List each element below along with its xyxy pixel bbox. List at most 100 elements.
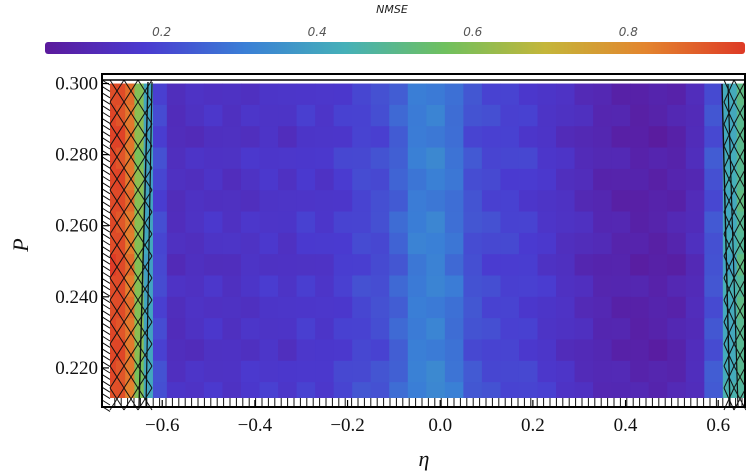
heatmap-cell [630,296,650,319]
hatch-line [109,299,125,323]
heatmap-cell [685,339,705,362]
heatmap-cell [518,360,539,383]
heatmap-cell [143,147,154,170]
heatmap-cell [481,190,502,213]
heatmap-cell [315,360,335,383]
hatch-line [101,92,111,99]
heatmap-cell [370,275,390,298]
heatmap-cell [134,254,145,277]
heatmap-cell [518,211,539,234]
heatmap-cell [296,104,316,127]
hatch-line [101,156,111,163]
hatch-boundary [145,81,153,408]
heatmap-cell [166,104,186,127]
heatmap-cell [574,360,594,383]
heatmap-cell [352,296,372,319]
heatmap-cell [333,318,353,341]
heatmap-cell [240,275,261,298]
hatch-line [101,258,111,265]
heatmap-cell [537,83,557,106]
hatch-line [101,194,111,201]
heatmap-cell [166,126,186,149]
heatmap-cell [537,296,557,319]
heatmap-cell [556,147,576,170]
heatmap-cell [370,147,390,170]
heatmap-cell [115,232,126,255]
heatmap-cell [518,339,539,362]
heatmap-cell [240,211,261,234]
heatmap-cell [185,275,205,298]
heatmap-cell [481,168,502,191]
heatmap-cell [115,190,126,213]
hatch-line [101,245,111,252]
heatmap-cell [648,254,668,277]
heatmap-cell [315,190,335,213]
heatmap-cell [500,318,520,341]
heatmap-cell [736,190,746,213]
heatmap-cell [315,318,335,341]
heatmap-cell [240,147,261,170]
heatmap-cell [389,232,409,255]
colorbar-tick-label: 0.2 [152,25,171,39]
heatmap-cell [296,168,316,191]
heatmap-cell [574,168,594,191]
heatmap-cell [125,83,136,106]
heatmap-cell [444,275,464,298]
heatmap-cell [611,104,631,127]
heatmap-cell [426,275,446,298]
hatch-line [109,343,125,367]
heatmap-cell [203,126,224,149]
heatmap-cell [630,211,650,234]
heatmap-cell [518,190,539,213]
heatmap-cell [315,147,335,170]
heatmap-cell [648,211,668,234]
heatmap-cell [556,339,576,362]
heatmap-cell [574,190,594,213]
heatmap-cell [143,104,154,127]
hatch-line [101,373,111,380]
heatmap-cell [667,318,687,341]
heatmap-cell [426,147,446,170]
hatch-line [101,124,111,131]
heatmap-cell [667,254,687,277]
heatmap-cell [370,104,390,127]
x-tick-label: 0.0 [428,415,452,436]
heatmap-cell [315,83,335,106]
heatmap-cell [389,254,409,277]
heatmap-cell [296,360,316,383]
heatmap-cell [152,126,168,149]
hatch-line [101,98,111,105]
heatmap-cell [222,254,242,277]
heatmap-cell [685,296,705,319]
heatmap-cell [352,360,372,383]
heatmap-cell [222,275,242,298]
heatmap-cell [278,232,298,255]
heatmap-cell [481,104,502,127]
heatmap-cell [593,190,613,213]
heatmap-cell [463,126,483,149]
heatmap-cell [611,275,631,298]
heatmap-cell [556,318,576,341]
heatmap-cell [152,339,168,362]
heatmap-cell [240,190,261,213]
heatmap-cell [333,126,353,149]
heatmap-cell [518,275,539,298]
heatmap-cell [593,168,613,191]
heatmap-cell [537,190,557,213]
heatmap-cell [166,318,186,341]
heatmap-cell [736,168,746,191]
heatmap-cell [240,318,261,341]
heatmap-cell [685,232,705,255]
heatmap-cell [115,296,126,319]
heatmap-cell [667,104,687,127]
colorbar-tick-labels: 0.2 0.4 0.6 0.8 [152,25,638,39]
hatch-line [723,79,735,103]
hatch-line [101,111,111,118]
heatmap-cell [296,318,316,341]
heatmap-cell [134,104,145,127]
hatch-line [101,105,111,112]
heatmap-cell [648,360,668,383]
heatmap-cell [518,147,539,170]
heatmap-cell [500,83,520,106]
heatmap-cell [125,318,136,341]
